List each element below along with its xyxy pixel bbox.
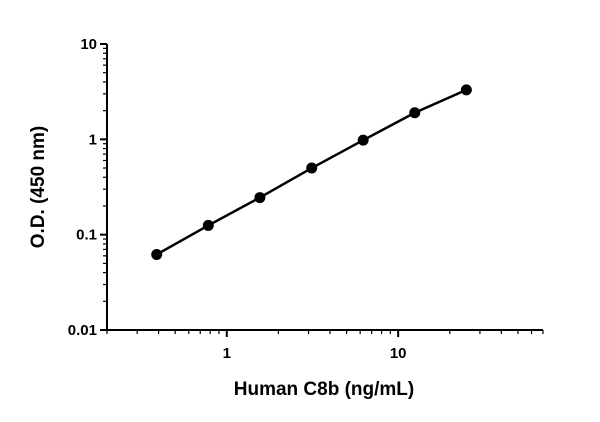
x-tick-label: 1 xyxy=(223,345,231,362)
y-tick-label: 0.1 xyxy=(76,227,97,244)
data-point xyxy=(202,219,214,231)
series-layer xyxy=(151,84,472,260)
data-point xyxy=(460,84,472,96)
data-point xyxy=(409,107,421,119)
data-point xyxy=(357,134,369,146)
data-point xyxy=(254,192,266,204)
x-tick-label: 10 xyxy=(390,345,407,362)
y-tick-label: 0.01 xyxy=(68,322,97,339)
x-axis-title: Human C8b (ng/mL) xyxy=(234,379,415,400)
y-tick-label: 1 xyxy=(89,131,97,148)
data-point xyxy=(151,248,163,260)
axes: 0.01 0.1 1 10 1 10 xyxy=(68,36,544,362)
y-tick-label: 10 xyxy=(80,36,97,53)
y-axis-title: O.D. (450 nm) xyxy=(28,126,49,248)
data-point xyxy=(306,162,318,174)
